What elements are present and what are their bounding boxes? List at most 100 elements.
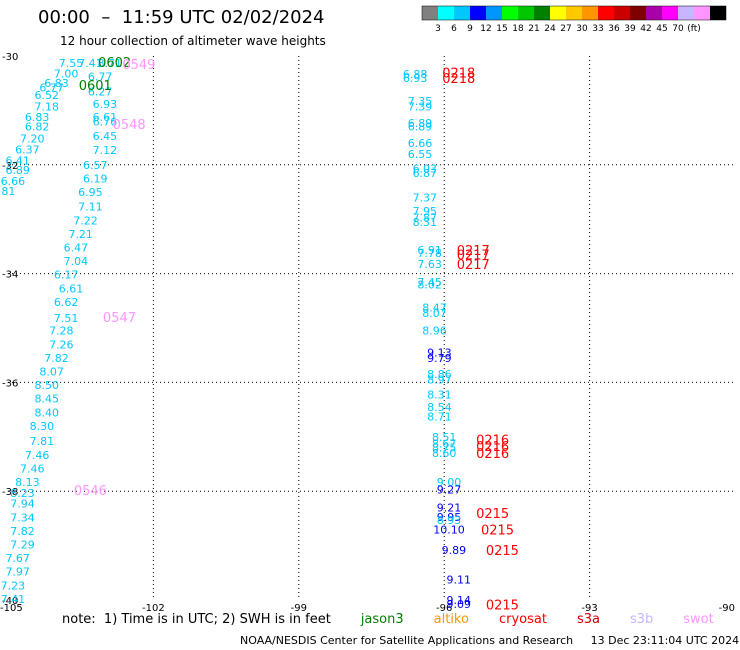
wave-height-value: 8.96 [422,325,447,338]
scale-label: 33 [592,24,603,34]
wave-height-value: 6.89 [408,121,433,134]
wave-height-value: 7.45 [417,276,442,289]
wave-height-value: 8.67 [432,437,457,450]
wave-height-value: 7.87 [413,212,438,225]
wave-height-value: 7.39 [408,101,433,114]
time-label: 0216 [476,447,509,462]
satellite-legend-item: cryosat [498,612,547,627]
scale-swatch [694,6,710,20]
x-tick-label: -105 [0,603,23,614]
wave-height-value: 9.09 [446,598,471,611]
scale-swatch [502,6,518,20]
footer-credit: NOAA/NESDIS Center for Satellite Applica… [240,634,740,647]
wave-height-value: 8.97 [427,374,452,387]
scale-swatch [598,6,614,20]
wave-height-value: 9.13 [427,346,452,359]
time-label: 0549 [122,58,155,73]
wave-height-value: 8.07 [39,366,64,379]
satellite-legend-item: altiko [433,612,469,627]
wave-height-value: 6.87 [413,167,438,180]
wave-height-value: 7.78 [417,247,442,260]
wave-height-value: 6.17 [54,269,79,282]
scale-label: 6 [451,24,457,34]
time-label: 0216 [476,440,509,455]
wave-height-value: 6.66 [408,137,433,150]
scale-label: 42 [640,24,651,34]
scale-swatch [534,6,550,20]
scale-swatch [678,6,694,20]
wave-height-value: 6.57 [83,159,108,172]
wave-height-value: 7.81 [30,435,55,448]
wave-height-value: 8.13 [15,476,40,489]
wave-height-value: 5.81 [0,185,15,198]
x-tick-label: -90 [719,603,735,614]
wave-height-value: 7.82 [10,525,35,538]
wave-height-value: 8.71 [427,411,452,424]
scale-label: 36 [608,24,620,34]
x-tick-label: -93 [581,603,597,614]
wave-height-value: 6.62 [54,296,79,309]
scale-label: 9 [467,24,473,34]
scale-swatch [646,6,662,20]
scale-swatch [630,6,646,20]
scale-label: 27 [560,24,571,34]
y-tick-label: -40 [2,596,18,607]
wave-height-value: 8.31 [413,216,438,229]
wave-height-value: 7.46 [25,449,50,462]
scale-label: 70 [672,24,684,34]
wave-height-value: 8.45 [35,393,60,406]
scale-swatch [710,6,726,20]
color-scale-bar: 3 6 9 12 15 18 21 24 27 30 33 36 39 42 45 70 (ft) [421,5,727,34]
wave-height-value: 7.55 [59,57,84,70]
wave-height-value: 7.22 [73,214,98,227]
wave-height-value: 6.47 [64,241,89,254]
wave-height-value: 7.11 [78,201,103,214]
scale-swatch [614,6,630,20]
wave-height-value: 7.67 [5,552,30,565]
time-label: 0217 [457,244,490,259]
scale-label: (ft) [687,24,701,34]
wave-height-value: 7.12 [93,144,118,157]
wave-height-value: 9.27 [437,484,462,497]
wave-height-value: 6.82 [25,121,50,134]
wave-height-value: 7.41 [78,57,103,70]
wave-height-value: 8.40 [35,406,60,419]
scale-label: 30 [576,24,588,34]
wave-height-value: 6.41 [5,154,30,167]
wave-height-value: 7.63 [417,258,442,271]
scale-label: 45 [656,24,667,34]
wave-height-value: 7.21 [68,228,93,241]
wave-height-value: 6.76 [93,115,118,128]
wave-height-value: 6.77 [88,71,113,84]
wave-height-value: 7.35 [408,95,433,108]
time-label: 0602 [98,56,131,71]
wave-height-value: 9.11 [446,573,471,586]
wave-height-value: 9.14 [446,594,471,607]
time-label: 0548 [113,118,146,133]
y-tick-label: -32 [2,161,18,172]
note-line: note: 1) Time is in UTC; 2) SWH is in fe… [62,612,714,627]
wave-height-value: 9.95 [437,511,462,524]
satellite-legend: jason3 altiko cryosat s3a s3b swot [331,612,714,627]
wave-height-value: 7.37 [413,191,438,204]
wave-height-value: 6.61 [59,282,84,295]
wave-height-value: 7.29 [10,539,35,552]
scale-swatch [662,6,678,20]
wave-height-value: 7.28 [49,325,74,338]
scale-label: 18 [512,24,524,34]
wave-height-value: 6.37 [15,144,40,157]
wave-height-value: 10.10 [433,523,465,536]
scale-swatch [454,6,470,20]
scale-swatch [550,6,566,20]
scale-label: 15 [496,24,507,34]
wave-height-value: 6.88 [403,68,428,81]
x-tick-label: -99 [291,603,307,614]
wave-height-value: 6.77 [39,82,64,95]
wave-height-value: 6.66 [1,175,26,188]
time-label: 0217 [457,258,490,273]
time-label: 0215 [476,507,509,522]
wave-height-value: 7.94 [10,498,35,511]
wave-height-value: 7.97 [5,566,30,579]
scale-swatch [518,6,534,20]
